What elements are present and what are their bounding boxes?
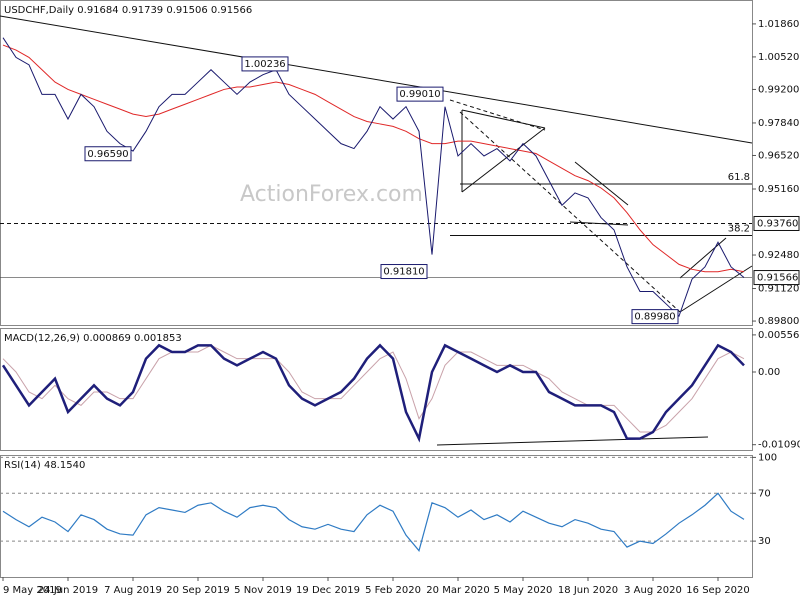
- panel-title: MACD(12,26,9) 0.000869 0.001853: [4, 333, 182, 344]
- annotation-label: 1.00236: [244, 59, 285, 70]
- x-tick-label: 9 May 2019: [3, 585, 62, 596]
- wedge-line: [574, 161, 629, 206]
- price-panel: [0, 0, 753, 326]
- series-line: [2, 44, 745, 273]
- y-tick-label: 0.92480: [758, 250, 799, 261]
- triangle-line: [461, 127, 546, 193]
- level-label: 0.91566: [757, 273, 798, 284]
- panel-title: RSI(14) 48.1540: [4, 460, 85, 471]
- y-tick-label: 30: [758, 536, 771, 547]
- macd-trend-line: [436, 436, 709, 446]
- y-tick-label: 0.99200: [758, 84, 799, 95]
- rising-line: [679, 237, 727, 279]
- macd-panel: [0, 328, 753, 451]
- y-tick-label: 1.00520: [758, 52, 799, 63]
- annotation-label: 0.99010: [399, 89, 440, 100]
- x-tick-label: 5 Feb 2020: [365, 585, 421, 596]
- annotation-label: 0.91810: [383, 267, 424, 278]
- y-tick-label: 0.005566: [758, 330, 800, 341]
- annotation-label: 0.96590: [87, 149, 128, 160]
- y-tick-label: 0.89800: [758, 316, 799, 327]
- x-tick-label: 3 Aug 2020: [624, 585, 682, 596]
- y-tick-label: 0.96520: [758, 150, 799, 161]
- y-tick-label: 0.00: [758, 367, 780, 378]
- annotation-box: [396, 86, 444, 102]
- level-box: [753, 270, 800, 286]
- y-tick-label: 70: [758, 488, 771, 499]
- x-tick-label: 5 May 2020: [494, 585, 553, 596]
- annotation-box: [241, 56, 289, 72]
- x-tick-label: 18 Jun 2020: [558, 585, 618, 596]
- x-tick-label: 19 Dec 2019: [296, 585, 360, 596]
- annotation-box: [631, 309, 679, 325]
- series-line: [1, 343, 745, 443]
- y-tick-label: 0.95160: [758, 184, 799, 195]
- x-tick-label: 24 Jun 2019: [38, 585, 98, 596]
- x-tick-label: 16 Sep 2020: [686, 585, 749, 596]
- trend-line: [0, 15, 753, 144]
- annotation-label: 0.89980: [634, 312, 675, 323]
- channel-line: [459, 111, 681, 313]
- x-tick-label: 20 Sep 2019: [166, 585, 229, 596]
- y-tick-label: -0.010903: [758, 440, 800, 451]
- level-box: [753, 215, 800, 231]
- y-tick-label: 0.97840: [758, 118, 799, 129]
- fib-label: 38.2: [728, 224, 750, 235]
- y-tick-label: 100: [758, 452, 777, 463]
- channel-line: [449, 99, 546, 131]
- panel-title: USDCHF,Daily 0.91684 0.91739 0.91506 0.9…: [4, 5, 252, 16]
- x-tick-label: 7 Aug 2019: [104, 585, 162, 596]
- y-tick-label: 1.01860: [758, 19, 799, 30]
- triangle-line: [461, 109, 546, 129]
- watermark: ActionForex.com: [240, 182, 423, 207]
- fib-label: 61.8: [728, 172, 750, 183]
- annotation-box: [380, 264, 428, 280]
- x-tick-label: 5 Nov 2019: [234, 585, 292, 596]
- wedge-line: [569, 221, 629, 226]
- rsi-panel: [0, 455, 753, 578]
- level-label: 0.93760: [757, 218, 798, 229]
- series-line: [2, 492, 745, 552]
- annotation-box: [84, 146, 132, 162]
- y-tick-label: 0.91120: [758, 284, 799, 295]
- x-tick-label: 20 Mar 2020: [426, 585, 489, 596]
